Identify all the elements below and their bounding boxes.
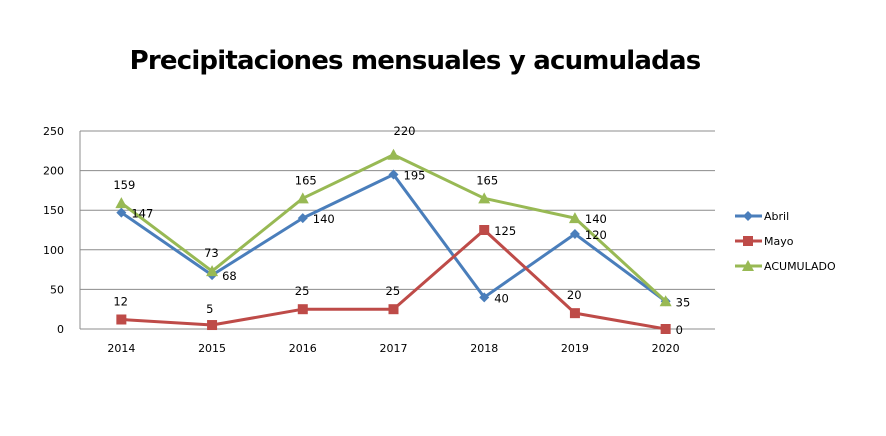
legend-marker [742, 260, 754, 271]
x-tick-label: 2016 [289, 342, 317, 355]
data-point-marker [116, 207, 127, 218]
legend-item: ACUMULADO [735, 260, 836, 273]
data-point-marker [569, 308, 580, 319]
legend: Abril Mayo ACUMULADO [735, 210, 836, 273]
data-point-marker [479, 225, 490, 235]
data-point-marker [659, 295, 672, 307]
data-label: 0 [676, 323, 683, 337]
data-label: 35 [676, 295, 691, 309]
y-tick-label: 50 [50, 283, 64, 296]
data-label: 120 [585, 228, 607, 242]
data-label: 5 [206, 302, 213, 316]
data-label: 220 [394, 124, 416, 138]
x-tick-label: 2019 [561, 342, 589, 355]
y-tick-label: 0 [57, 323, 64, 336]
legend-marker [743, 211, 753, 221]
data-label: 20 [567, 288, 582, 302]
chart-title: Precipitaciones mensuales y acumuladas [129, 46, 702, 76]
series-group [115, 148, 672, 334]
data-label: 140 [585, 212, 607, 226]
legend-item: Abril [735, 210, 789, 223]
data-label: 165 [295, 173, 317, 187]
data-label: 195 [404, 169, 426, 183]
x-tick-label: 2015 [198, 342, 226, 355]
data-label: 73 [204, 246, 219, 260]
series-mayo [116, 225, 671, 334]
y-axis-ticks: 0 50 100 150 200 250 [43, 125, 64, 336]
data-point-marker [568, 212, 581, 224]
x-tick-label: 2018 [470, 342, 498, 355]
data-point-marker [116, 314, 127, 325]
data-point-marker [387, 148, 400, 160]
data-point-marker [207, 320, 218, 331]
data-point-marker [115, 197, 128, 209]
data-label: 40 [494, 291, 509, 305]
y-tick-label: 200 [43, 165, 64, 178]
data-label: 147 [131, 207, 153, 221]
data-label: 12 [113, 294, 128, 308]
data-point-marker [479, 292, 490, 303]
data-point-marker [297, 213, 308, 224]
series-acumulado [115, 148, 672, 307]
data-point-marker [388, 304, 399, 315]
data-label: 25 [295, 284, 310, 298]
legend-marker [743, 236, 753, 246]
data-label: 140 [313, 212, 335, 226]
legend-label: Abril [764, 210, 789, 223]
data-point-marker [297, 304, 308, 315]
x-tick-label: 2017 [380, 342, 408, 355]
legend-label: ACUMULADO [764, 260, 836, 273]
data-label: 68 [222, 269, 237, 283]
y-tick-label: 100 [43, 244, 64, 257]
y-tick-label: 150 [43, 204, 64, 217]
legend-item: Mayo [735, 235, 794, 248]
data-point-marker [569, 228, 580, 239]
data-point-marker [660, 324, 671, 334]
x-tick-label: 2020 [652, 342, 680, 355]
data-point-marker [296, 192, 309, 204]
data-label: 125 [494, 224, 516, 238]
data-point-marker [388, 169, 399, 180]
legend-label: Mayo [764, 235, 794, 248]
data-label: 25 [386, 284, 401, 298]
data-label: 159 [113, 178, 135, 192]
data-label: 165 [476, 173, 498, 187]
y-tick-label: 250 [43, 125, 64, 138]
x-axis-ticks: 2014 2015 2016 2017 2018 2019 2020 [107, 342, 679, 355]
x-tick-label: 2014 [107, 342, 135, 355]
gridlines [79, 130, 715, 330]
data-point-marker [478, 192, 491, 204]
data-point-marker [206, 265, 219, 277]
